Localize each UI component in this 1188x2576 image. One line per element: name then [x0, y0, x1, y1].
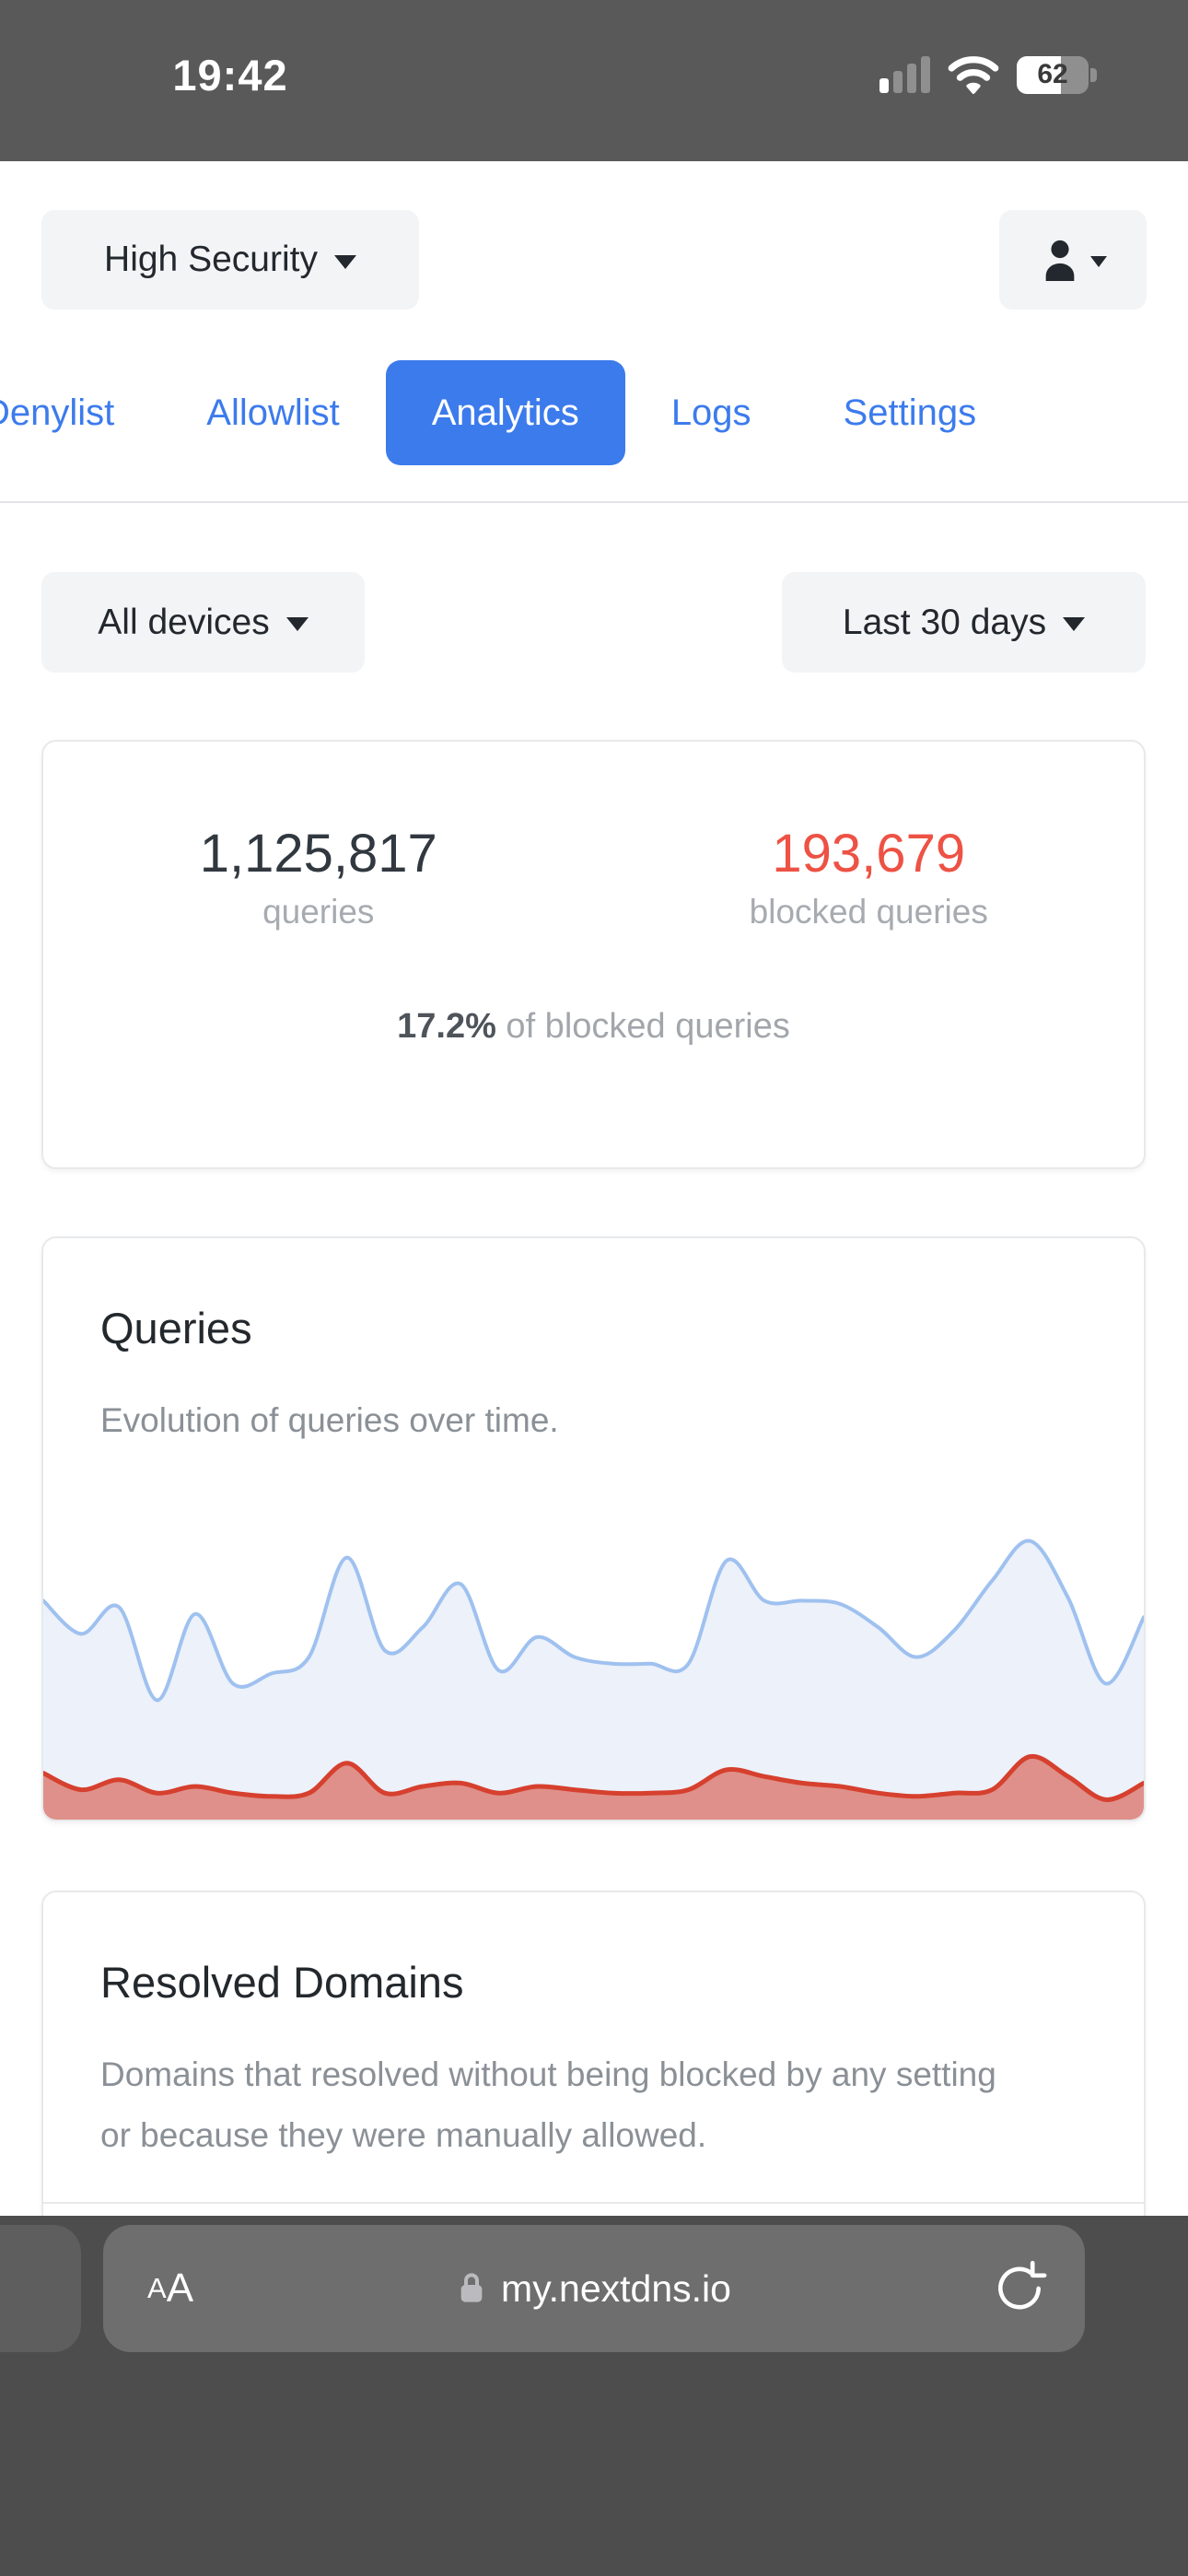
total-queries-value: 1,125,817	[199, 824, 437, 884]
cellular-signal-icon	[879, 56, 930, 93]
chevron-down-icon	[285, 617, 309, 631]
blocked-percentage-value: 17.2%	[397, 1006, 496, 1046]
tab-bar: Denylist Allowlist Analytics Logs Settings	[0, 360, 1188, 465]
total-queries-stat: 1,125,817 queries	[43, 825, 594, 931]
reader-big-a: A	[166, 2266, 194, 2311]
queries-series-line	[43, 1539, 1144, 1703]
resolved-domains-subtitle: Domains that resolved without being bloc…	[100, 2055, 996, 2154]
account-menu-button[interactable]	[999, 210, 1147, 310]
date-range-label: Last 30 days	[842, 602, 1047, 642]
profile-selector-button[interactable]: High Security	[41, 210, 419, 310]
wifi-icon	[948, 56, 999, 94]
user-icon	[1045, 240, 1075, 281]
tab-allowlist[interactable]: Allowlist	[206, 392, 340, 433]
total-queries-label: queries	[262, 892, 375, 931]
blocked-queries-stat: 193,679 blocked queries	[594, 825, 1145, 931]
resolved-domains-title: Resolved Domains	[100, 1958, 464, 2007]
tab-logs[interactable]: Logs	[670, 392, 751, 433]
chevron-down-icon	[1063, 617, 1086, 631]
date-range-dropdown[interactable]: Last 30 days	[782, 572, 1146, 673]
resolved-domains-divider	[43, 2202, 1144, 2204]
app-header: High Security Denylist Allowlist Analytics…	[0, 161, 1188, 503]
battery-icon: 62	[1017, 55, 1097, 94]
queries-card-subtitle: Evolution of queries over time.	[100, 1401, 559, 1439]
blocked-percentage-line: 17.2% of blocked queries	[43, 1007, 1144, 1047]
tab-settings[interactable]: Settings	[843, 392, 977, 433]
battery-percent: 62	[1037, 59, 1068, 89]
device-filter-dropdown[interactable]: All devices	[41, 572, 365, 673]
queries-card-title: Queries	[100, 1304, 252, 1352]
queries-chart-svg	[43, 1539, 1144, 1820]
reader-small-a: A	[147, 2272, 167, 2304]
tab-analytics[interactable]: Analytics	[385, 360, 625, 465]
blocked-series-line	[43, 1754, 1144, 1802]
chevron-down-icon	[333, 254, 356, 269]
blocked-percentage-suffix: of blocked queries	[495, 1006, 790, 1046]
queries-chart-card: Queries Evolution of queries over time.	[41, 1236, 1146, 1821]
url-display: my.nextdns.io	[103, 2225, 1085, 2352]
queries-series-fill	[43, 1540, 1144, 1820]
adjacent-tab-peek	[0, 2225, 81, 2352]
blocked-series-fill	[43, 1756, 1144, 1820]
queries-area-chart	[43, 1488, 1144, 1820]
refresh-icon[interactable]	[991, 2260, 1048, 2317]
tab-denylist[interactable]: Denylist	[0, 392, 115, 433]
lock-icon	[460, 2273, 483, 2302]
stats-row: 1,125,817 queries 193,679 blocked querie…	[43, 742, 1144, 931]
stats-summary-card: 1,125,817 queries 193,679 blocked querie…	[41, 740, 1146, 1169]
url-text: my.nextdns.io	[501, 2266, 731, 2310]
device-filter-label: All devices	[98, 602, 270, 642]
clock: 19:42	[172, 51, 288, 100]
chevron-down-icon	[1090, 256, 1107, 267]
battery-nub	[1090, 67, 1097, 82]
blocked-queries-value: 193,679	[772, 824, 966, 884]
status-icons: 62	[879, 53, 1097, 96]
battery-fill	[1017, 55, 1062, 94]
blocked-queries-label: blocked queries	[749, 892, 988, 931]
profile-name: High Security	[104, 240, 318, 279]
status-bar: 19:42 62	[0, 0, 1188, 161]
header-divider	[0, 501, 1188, 503]
